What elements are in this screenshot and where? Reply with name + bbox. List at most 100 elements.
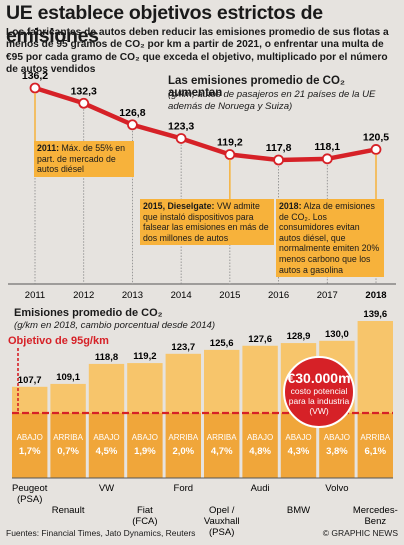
change-percent: 4,5% bbox=[96, 446, 118, 457]
change-percent: 1,9% bbox=[134, 446, 156, 457]
note-2015: 2015, Dieselgate: VW admite que instaló … bbox=[140, 199, 274, 246]
data-point bbox=[78, 97, 90, 109]
category-label: Ford bbox=[174, 483, 194, 494]
bar-lower bbox=[50, 413, 86, 478]
x-tick-label: 2013 bbox=[122, 290, 143, 300]
category-label: (PSA) bbox=[17, 494, 42, 505]
bar-upper bbox=[242, 345, 278, 413]
note-2018: 2018: Alza de emisiones de CO₂. Los cons… bbox=[276, 199, 384, 278]
bar-value-label: 128,9 bbox=[287, 331, 311, 342]
intro-text: Los fabricantes de autos deben reducir l… bbox=[6, 27, 389, 76]
change-percent: 4,3% bbox=[288, 446, 310, 457]
change-percent: 3,8% bbox=[326, 446, 348, 457]
change-direction: ARRIBA bbox=[207, 433, 237, 442]
bar-chart-subtitle: (g/km en 2018, cambio porcentual desde 2… bbox=[14, 320, 216, 331]
bar-value-label: 130,0 bbox=[325, 329, 349, 340]
data-label: 126,8 bbox=[119, 107, 145, 119]
bar-upper bbox=[165, 353, 201, 413]
change-percent: 4,7% bbox=[211, 446, 233, 457]
data-point bbox=[370, 144, 382, 155]
line-chart-title: Las emisiones promedio de CO₂ aumentan bbox=[168, 75, 346, 99]
line-chart-subtitle: (g/km, autos de pasajeros en 21 países d… bbox=[168, 89, 376, 112]
x-tick-label: 2017 bbox=[317, 290, 338, 300]
bar-upper bbox=[50, 383, 86, 413]
category-label: (FCA) bbox=[132, 516, 157, 527]
data-point bbox=[273, 154, 284, 166]
data-label: 123,3 bbox=[168, 120, 194, 132]
data-label: 136,2 bbox=[22, 70, 48, 82]
category-label: (PSA) bbox=[209, 527, 234, 538]
x-tick-label: 2011 bbox=[25, 290, 45, 300]
cost-badge: €30.000m costo potencial para la industr… bbox=[283, 356, 355, 428]
data-label: 118,1 bbox=[314, 141, 340, 153]
sources: Fuentes: Financial Times, Jato Dynamics,… bbox=[6, 528, 196, 538]
badge-value: €30.000m bbox=[287, 370, 351, 386]
bar-lower bbox=[204, 413, 240, 478]
bar-upper bbox=[204, 349, 240, 413]
bar-value-label: 139,6 bbox=[363, 309, 387, 320]
category-label: Mercedes- bbox=[353, 505, 398, 516]
data-label: 119,2 bbox=[217, 137, 243, 149]
category-label: Vauxhall bbox=[204, 516, 240, 527]
bar-value-label: 119,2 bbox=[133, 351, 156, 362]
bar-value-label: 127,6 bbox=[248, 334, 272, 345]
bar-value-label: 123,7 bbox=[171, 342, 195, 353]
bar-lower bbox=[127, 413, 163, 478]
change-direction: ABAJO bbox=[285, 433, 311, 442]
data-point bbox=[127, 119, 138, 131]
x-tick-label: 2012 bbox=[73, 290, 94, 300]
change-percent: 0,7% bbox=[57, 446, 79, 457]
line-chart: 2011 2012 2013 2014 2015 2016 2017 2018 136,2 132… bbox=[8, 70, 396, 300]
emissions-line bbox=[32, 85, 379, 163]
x-tick-label: 2018 bbox=[365, 290, 386, 300]
change-direction: ABAJO bbox=[324, 433, 350, 442]
credit: © GRAPHIC NEWS bbox=[322, 528, 398, 538]
change-direction: ARRIBA bbox=[360, 433, 390, 442]
page-title: UE establece objetivos estrictos de emis… bbox=[6, 2, 323, 47]
data-point bbox=[175, 133, 187, 144]
change-direction: ABAJO bbox=[247, 433, 273, 442]
category-label: Audi bbox=[251, 483, 270, 494]
change-direction: ABAJO bbox=[132, 433, 158, 442]
x-tick-label: 2015 bbox=[219, 290, 240, 300]
change-percent: 1,7% bbox=[19, 446, 41, 457]
bar-value-label: 118,8 bbox=[95, 352, 118, 363]
data-point bbox=[29, 82, 41, 94]
category-label: Benz bbox=[364, 516, 386, 527]
change-percent: 6,1% bbox=[364, 446, 386, 457]
data-point bbox=[321, 153, 333, 165]
category-label: Fiat bbox=[137, 505, 153, 516]
bar-lower bbox=[12, 413, 48, 478]
bar-upper bbox=[127, 363, 163, 413]
x-tick-label: 2016 bbox=[268, 290, 289, 300]
bar-lower bbox=[242, 413, 278, 478]
category-label: Peugeot bbox=[12, 483, 48, 494]
change-direction: ARRIBA bbox=[168, 433, 198, 442]
change-direction: ABAJO bbox=[17, 433, 43, 442]
category-label: Renault bbox=[52, 505, 85, 516]
category-label: Opel / bbox=[209, 505, 235, 516]
data-label: 120,5 bbox=[363, 131, 389, 143]
note-2011: 2011: Máx. de 55% en part. de mercado de… bbox=[34, 141, 134, 177]
bar-lower bbox=[357, 413, 393, 478]
change-direction: ARRIBA bbox=[53, 433, 83, 442]
bar-upper bbox=[357, 321, 393, 413]
category-label: Volvo bbox=[325, 483, 348, 494]
bar-chart-title: Emisiones promedio de CO₂ bbox=[14, 307, 163, 319]
bar-upper bbox=[88, 363, 125, 413]
bar-lower bbox=[88, 413, 125, 478]
bar-value-label: 125,6 bbox=[210, 338, 234, 349]
change-percent: 2,0% bbox=[172, 446, 194, 457]
data-label: 117,8 bbox=[266, 142, 292, 154]
target-label: Objetivo de 95g/km bbox=[8, 335, 109, 347]
category-label: VW bbox=[99, 483, 114, 494]
x-tick-label: 2014 bbox=[171, 290, 192, 300]
bar-value-label: 107,7 bbox=[18, 375, 42, 386]
bar-lower bbox=[165, 413, 201, 478]
bar-value-label: 109,1 bbox=[56, 372, 80, 383]
change-percent: 4,8% bbox=[249, 446, 271, 457]
badge-text: costo potencial para la industria (VW) bbox=[288, 386, 350, 416]
change-direction: ABAJO bbox=[93, 433, 119, 442]
data-label: 132,3 bbox=[71, 85, 97, 97]
